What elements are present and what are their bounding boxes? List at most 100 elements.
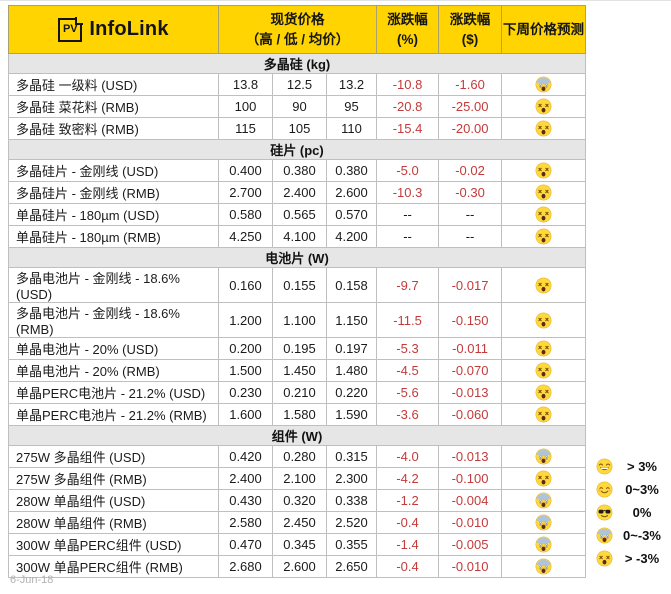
product-row: 280W 单晶组件 (USD) 0.430 0.320 0.338 -1.2 -0.004 [8, 489, 587, 512]
price-low-cell: 0.155 [272, 267, 327, 303]
brand-name: InfoLink [89, 18, 169, 40]
legend-label: 0% [632, 505, 652, 520]
section-title: 硅片 (pc) [7, 139, 587, 160]
shock-emoji-icon [535, 277, 552, 294]
price-avg-cell: 0.315 [325, 445, 378, 468]
change-pct-cell: -- [376, 225, 440, 248]
report-date: 6-Jun-18 [10, 574, 54, 586]
price-high-cell: 100 [218, 95, 273, 118]
section-header-row: 多晶硅 (kg) [7, 53, 587, 74]
legend-item: 0~-3% [596, 524, 670, 547]
price-avg-cell: 2.300 [325, 467, 378, 490]
price-low-cell: 1.450 [272, 359, 327, 382]
shock-emoji-icon [535, 384, 552, 401]
forecast-cell [501, 117, 587, 140]
forecast-cell [501, 203, 587, 226]
change-pct-header: 涨跌幅 (%) [376, 5, 440, 54]
price-high-cell: 1.600 [218, 403, 273, 426]
forecast-legend: > 3% 0~3% 0% 0~-3% > -3% [596, 455, 670, 570]
pv-infolink-logo: PV InfoLink [9, 15, 218, 44]
product-row: 单晶PERC电池片 - 21.2% (RMB) 1.600 1.580 1.590 -3… [8, 403, 587, 426]
spot-price-subtitle: （高 / 低 / 均价） [245, 31, 350, 47]
price-avg-cell: 0.355 [325, 533, 378, 556]
change-pct-cell: -4.2 [376, 467, 440, 490]
forecast-cell [501, 467, 587, 490]
change-abs-cell: -1.60 [438, 73, 503, 96]
section-header-row: 硅片 (pc) [7, 139, 587, 160]
shock-emoji-icon [535, 162, 552, 179]
product-name-cell: 多晶硅片 - 金刚线 (USD) [8, 159, 219, 182]
legend-item: 0~3% [596, 478, 670, 501]
change-pct-cell: -- [376, 203, 440, 226]
price-table: PV InfoLink 现货价格 （高 / 低 / 均价） 涨跌幅 (%) 涨跌… [7, 5, 587, 578]
product-name-cell: 多晶电池片 - 金刚线 - 18.6% (RMB) [8, 302, 219, 338]
price-avg-cell: 1.150 [325, 302, 378, 338]
shock-emoji-icon [535, 184, 552, 201]
change-pct-cell: -20.8 [376, 95, 440, 118]
product-row: 单晶电池片 - 20% (RMB) 1.500 1.450 1.480 -4.5 -0.0… [8, 359, 587, 382]
product-row: 多晶硅 致密料 (RMB) 115 105 110 -15.4 -20.00 [8, 117, 587, 140]
price-low-cell: 90 [272, 95, 327, 118]
change-abs-cell: -0.017 [438, 267, 503, 303]
price-high-cell: 2.700 [218, 181, 273, 204]
price-avg-cell: 2.600 [325, 181, 378, 204]
price-high-cell: 2.400 [218, 467, 273, 490]
scream-emoji-icon [535, 492, 552, 509]
change-abs-cell: -0.30 [438, 181, 503, 204]
price-high-cell: 0.580 [218, 203, 273, 226]
change-abs-unit: ($) [461, 31, 479, 47]
change-abs-cell: -0.005 [438, 533, 503, 556]
product-name-cell: 280W 单晶组件 (USD) [8, 489, 219, 512]
change-abs-header: 涨跌幅 ($) [438, 5, 503, 54]
shock-emoji-icon [535, 362, 552, 379]
change-abs-cell: -0.004 [438, 489, 503, 512]
pv-logo-icon: PV [58, 17, 83, 42]
shock-emoji-icon [535, 206, 552, 223]
price-low-cell: 0.345 [272, 533, 327, 556]
shock-emoji-icon [535, 406, 552, 423]
forecast-cell [501, 73, 587, 96]
change-pct-cell: -3.6 [376, 403, 440, 426]
product-name-cell: 275W 多晶组件 (USD) [8, 445, 219, 468]
forecast-cell [501, 489, 587, 512]
shock-emoji-icon [535, 340, 552, 357]
forecast-cell [501, 95, 587, 118]
shock-emoji-icon [535, 470, 552, 487]
change-abs-cell: -20.00 [438, 117, 503, 140]
shock-emoji-icon [535, 228, 552, 245]
change-pct-cell: -4.5 [376, 359, 440, 382]
product-name-cell: 单晶硅片 - 180µm (USD) [8, 203, 219, 226]
product-name-cell: 275W 多晶组件 (RMB) [8, 467, 219, 490]
price-low-cell: 105 [272, 117, 327, 140]
price-high-cell: 0.230 [218, 381, 273, 404]
product-name-cell: 300W 单晶PERC组件 (USD) [8, 533, 219, 556]
price-avg-cell: 2.520 [325, 511, 378, 534]
price-avg-cell: 1.590 [325, 403, 378, 426]
laugh-emoji-icon [596, 458, 613, 475]
change-pct-cell: -10.3 [376, 181, 440, 204]
change-pct-cell: -9.7 [376, 267, 440, 303]
logo-cell: PV InfoLink [8, 5, 219, 54]
section-header-row: 组件 (W) [7, 425, 587, 446]
legend-label: 0~3% [625, 482, 659, 497]
shock-emoji-icon [535, 312, 552, 329]
product-name-cell: 280W 单晶组件 (RMB) [8, 511, 219, 534]
price-low-cell: 2.450 [272, 511, 327, 534]
price-avg-cell: 0.570 [325, 203, 378, 226]
forecast-header: 下周价格预测 [501, 5, 587, 54]
price-high-cell: 0.160 [218, 267, 273, 303]
price-avg-cell: 0.158 [325, 267, 378, 303]
price-avg-cell: 95 [325, 95, 378, 118]
price-high-cell: 0.400 [218, 159, 273, 182]
price-avg-cell: 0.338 [325, 489, 378, 512]
price-low-cell: 0.195 [272, 337, 327, 360]
scream-emoji-icon [535, 514, 552, 531]
table-body: 多晶硅 (kg) 多晶硅 一级料 (USD) 13.8 12.5 13.2 -10.8 -1… [7, 53, 587, 578]
change-pct-cell: -4.0 [376, 445, 440, 468]
spot-price-table: PV InfoLink 现货价格 （高 / 低 / 均价） 涨跌幅 (%) 涨跌… [7, 5, 587, 578]
change-abs-cell: -0.070 [438, 359, 503, 382]
forecast-cell [501, 511, 587, 534]
scream-emoji-icon [535, 76, 552, 93]
forecast-cell [501, 337, 587, 360]
product-row: 300W 单晶PERC组件 (RMB) 2.680 2.600 2.650 -0.4 -0… [8, 555, 587, 578]
